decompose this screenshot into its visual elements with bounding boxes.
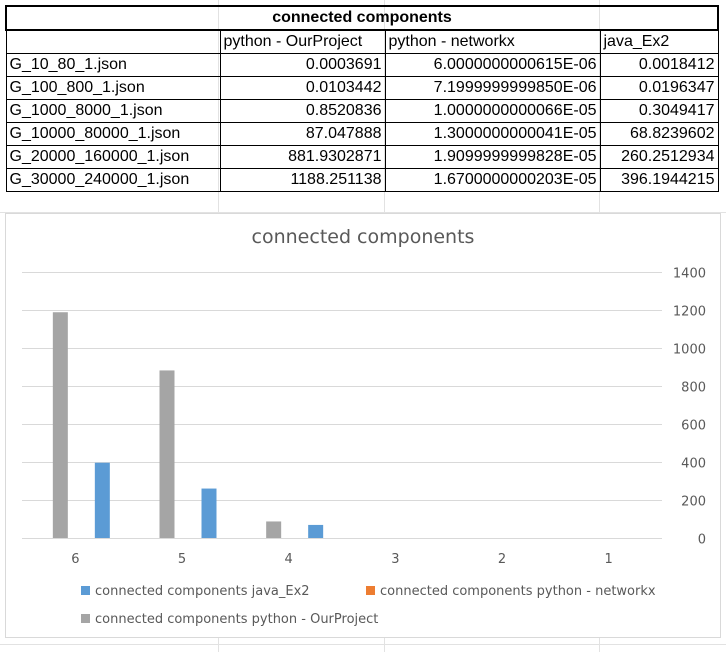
header-cell-java[interactable]: java_Ex2	[599, 29, 719, 54]
graph-file-cell[interactable]: G_100_800_1.json	[5, 76, 221, 100]
table-row: G_20000_160000_1.json 881.9302871 1.9099…	[5, 145, 719, 169]
table-row: G_10_80_1.json 0.0003691 6.0000000000615…	[5, 53, 719, 77]
header-cell[interactable]	[5, 29, 221, 54]
legend-label-java: connected components java_Ex2	[95, 584, 310, 599]
table-header-row: python - OurProject python - networkx ja…	[5, 29, 719, 54]
table-row: G_100_800_1.json 0.0103442 7.19999999998…	[5, 76, 719, 100]
ourproject-time-cell[interactable]: 881.9302871	[219, 145, 386, 169]
ourproject-time-cell[interactable]: 0.0003691	[219, 53, 386, 77]
results-table: connected components python - OurProject…	[5, 5, 719, 192]
table-title[interactable]: connected components	[5, 5, 719, 31]
legend-item-java[interactable]: connected components java_Ex2	[81, 584, 310, 599]
legend-swatch-networkx	[366, 586, 375, 595]
networkx-time-cell[interactable]: 6.0000000000615E-06	[384, 53, 601, 77]
ourproject-time-cell[interactable]: 87.047888	[219, 122, 386, 146]
networkx-time-cell[interactable]: 1.3000000000041E-05	[384, 122, 601, 146]
networkx-time-cell[interactable]: 7.1999999999850E-06	[384, 76, 601, 100]
ourproject-time-cell[interactable]: 1188.251138	[219, 168, 386, 192]
legend-swatch-ourproject	[81, 614, 90, 623]
java-time-cell[interactable]: 260.2512934	[599, 145, 719, 169]
graph-file-cell[interactable]: G_30000_240000_1.json	[5, 168, 221, 192]
java-time-cell[interactable]: 0.0196347	[599, 76, 719, 100]
java-time-cell[interactable]: 396.1944215	[599, 168, 719, 192]
graph-file-cell[interactable]: G_10_80_1.json	[5, 53, 221, 77]
java-time-cell[interactable]: 0.3049417	[599, 99, 719, 123]
ourproject-time-cell[interactable]: 0.0103442	[219, 76, 386, 100]
graph-file-cell[interactable]: G_10000_80000_1.json	[5, 122, 221, 146]
legend-label-ourproject: connected components python - OurProject	[95, 612, 379, 627]
java-time-cell[interactable]: 0.0018412	[599, 53, 719, 77]
table-row: G_1000_8000_1.json 0.8520836 1.000000000…	[5, 99, 719, 123]
networkx-time-cell[interactable]: 1.6700000000203E-05	[384, 168, 601, 192]
networkx-time-cell[interactable]: 1.0000000000066E-05	[384, 99, 601, 123]
legend-label-networkx: connected components python - networkx	[380, 584, 656, 599]
table-row: G_10000_80000_1.json 87.047888 1.3000000…	[5, 122, 719, 146]
ourproject-time-cell[interactable]: 0.8520836	[219, 99, 386, 123]
java-time-cell[interactable]: 68.8239602	[599, 122, 719, 146]
chart-title: connected components	[251, 226, 475, 248]
header-cell-ourproject[interactable]: python - OurProject	[219, 29, 386, 54]
table-row: G_30000_240000_1.json 1188.251138 1.6700…	[5, 168, 719, 192]
legend-item-networkx[interactable]: connected components python - networkx	[366, 584, 656, 599]
networkx-time-cell[interactable]: 1.9099999999828E-05	[384, 145, 601, 169]
legend-swatch-java	[81, 586, 90, 595]
graph-file-cell[interactable]: G_1000_8000_1.json	[5, 99, 221, 123]
chart-container[interactable]	[5, 213, 721, 638]
header-cell-networkx[interactable]: python - networkx	[384, 29, 601, 54]
graph-file-cell[interactable]: G_20000_160000_1.json	[5, 145, 221, 169]
legend-item-ourproject[interactable]: connected components python - OurProject	[81, 612, 378, 627]
